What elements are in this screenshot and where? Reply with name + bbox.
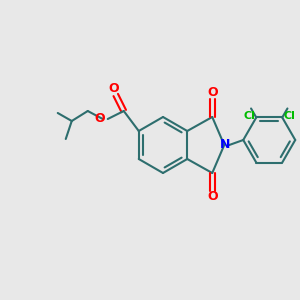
Text: Cl: Cl — [284, 112, 296, 122]
Text: O: O — [207, 190, 217, 203]
Text: O: O — [94, 112, 105, 124]
Text: Cl: Cl — [243, 112, 255, 122]
Text: O: O — [207, 86, 217, 100]
Text: N: N — [220, 139, 230, 152]
Text: O: O — [108, 82, 119, 94]
